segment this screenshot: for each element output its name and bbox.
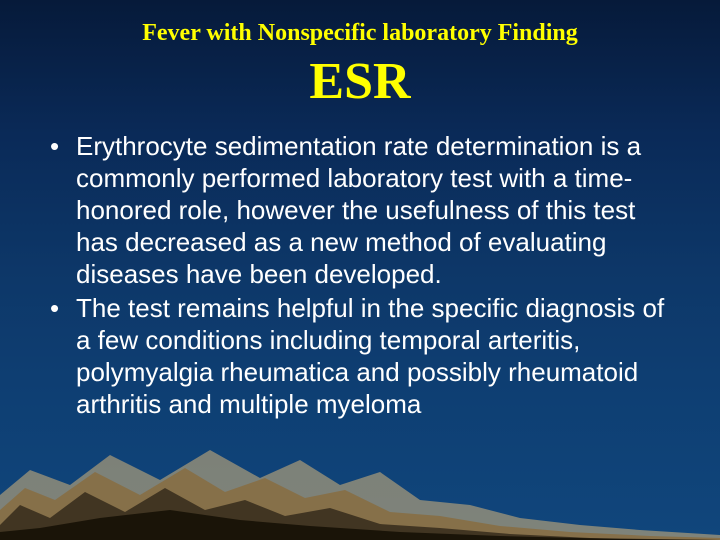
bullet-item: • The test remains helpful in the specif… — [48, 292, 672, 420]
bullet-text: The test remains helpful in the specific… — [76, 292, 672, 420]
slide: Fever with Nonspecific laboratory Findin… — [0, 0, 720, 540]
bullet-marker: • — [48, 130, 76, 162]
slide-body: • Erythrocyte sedimentation rate determi… — [48, 130, 672, 422]
slide-subtitle: Fever with Nonspecific laboratory Findin… — [0, 20, 720, 47]
bullet-marker: • — [48, 292, 76, 324]
bullet-text: Erythrocyte sedimentation rate determina… — [76, 130, 672, 290]
slide-title: ESR — [0, 52, 720, 111]
bullet-item: • Erythrocyte sedimentation rate determi… — [48, 130, 672, 290]
